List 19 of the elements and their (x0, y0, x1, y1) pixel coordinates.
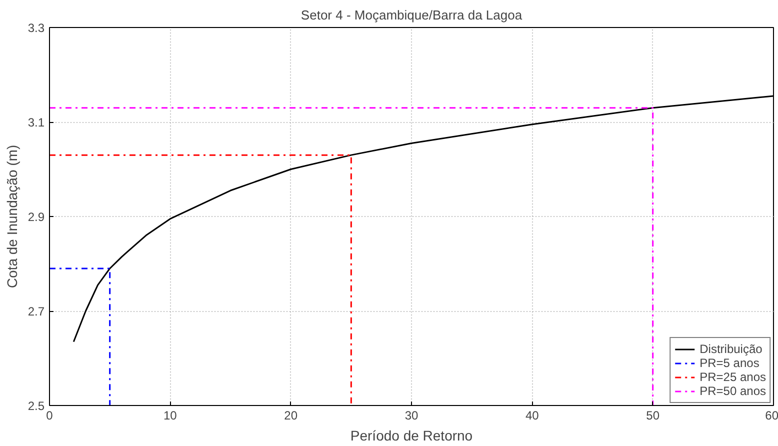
x-tick-label: 40 (525, 408, 540, 422)
x-tick-label: 50 (646, 408, 660, 422)
legend-label: PR=5 anos (700, 356, 760, 370)
y-tick-label: 3.1 (28, 116, 45, 130)
x-tick-label: 30 (404, 408, 418, 422)
y-tick-label: 3.3 (28, 21, 45, 35)
legend-label: Distribuição (700, 342, 762, 356)
y-tick-label: 2.9 (28, 210, 45, 224)
x-tick-label: 20 (284, 408, 298, 422)
x-axis-title: Período de Retorno (350, 428, 473, 444)
legend-label: PR=50 anos (700, 384, 766, 398)
legend-label: PR=25 anos (700, 370, 766, 384)
x-tick-label: 0 (46, 408, 54, 422)
x-tick-label: 60 (765, 408, 778, 422)
x-tick-label: 10 (163, 408, 178, 422)
y-axis-title: Cota de Inundação (m) (4, 144, 20, 288)
y-tick-label: 2.5 (28, 399, 45, 413)
chart-title: Setor 4 - Moçambique/Barra da Lagoa (300, 8, 523, 22)
y-tick-label: 2.7 (28, 304, 45, 318)
